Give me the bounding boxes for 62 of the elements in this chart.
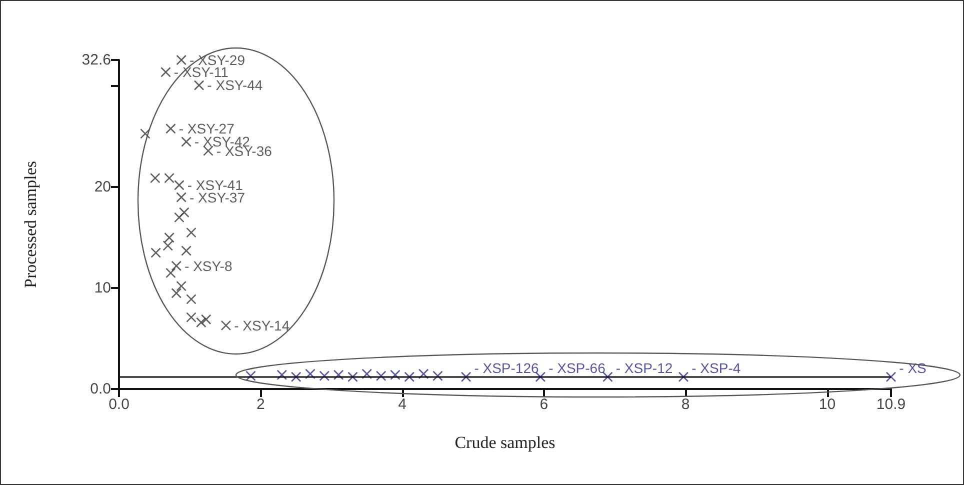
data-label: - XSP-126 [474, 360, 539, 376]
data-label: - XSY-27 [178, 120, 235, 137]
point [348, 372, 358, 382]
y-tick-label: 20 [94, 178, 111, 196]
data-label: - XSP-66 [548, 360, 606, 376]
point [150, 172, 160, 184]
point [179, 207, 190, 218]
point [150, 248, 161, 258]
x-tick-label: 6 [540, 396, 548, 413]
point [404, 372, 415, 382]
x-tick-label: 4 [398, 396, 406, 413]
x-tick-label: 8 [681, 396, 690, 413]
y-axis-title: Processed samples [21, 160, 40, 288]
data-label: - XSY-14 [234, 317, 290, 334]
x-tick-label: 10.9 [876, 396, 906, 413]
point [246, 370, 256, 382]
point [166, 123, 176, 134]
point [164, 172, 174, 184]
point [174, 180, 184, 190]
point [181, 246, 192, 256]
point [432, 370, 443, 382]
point [140, 128, 150, 139]
point [418, 368, 429, 380]
point [886, 372, 896, 382]
point [176, 54, 186, 66]
point [390, 370, 400, 380]
x-tick-label: 2 [256, 396, 265, 413]
point [220, 320, 232, 331]
y-tick-label: 10 [94, 280, 111, 297]
y-tick-label: 0.0 [90, 380, 111, 398]
point [166, 268, 176, 278]
point [186, 294, 196, 304]
data-label: - XSY-8 [184, 258, 232, 274]
point [376, 370, 386, 382]
point [171, 288, 182, 298]
x-tick-label: 0.0 [108, 396, 130, 413]
point [194, 80, 204, 90]
y-tick-label: 32.6 [82, 52, 111, 68]
point [535, 372, 546, 382]
point [171, 260, 182, 272]
point [174, 212, 184, 223]
data-label: - XSP-4 [692, 360, 741, 376]
point [319, 370, 330, 382]
point [186, 312, 196, 322]
point [290, 372, 302, 382]
point [176, 280, 186, 292]
x-tick-label: 10 [818, 396, 836, 413]
point [160, 66, 171, 78]
point [200, 314, 212, 325]
point [678, 372, 689, 382]
point [196, 317, 206, 328]
point [305, 368, 316, 380]
point [333, 370, 344, 380]
point [276, 370, 288, 380]
point [176, 192, 186, 202]
point [181, 136, 192, 147]
point [460, 372, 472, 382]
data-label: - XSP-12 [616, 360, 673, 376]
point [362, 368, 372, 380]
point [186, 227, 196, 238]
point [602, 372, 613, 382]
x-axis-title: Crude samples [454, 433, 556, 452]
